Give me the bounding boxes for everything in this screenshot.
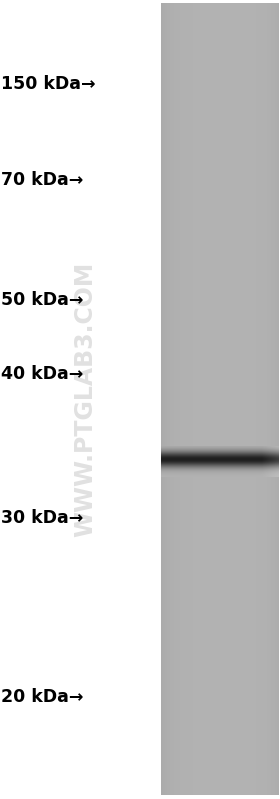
Text: 20 kDa→: 20 kDa→	[1, 688, 84, 706]
Text: 150 kDa→: 150 kDa→	[1, 75, 96, 93]
Text: 50 kDa→: 50 kDa→	[1, 291, 84, 308]
Text: WWW.PTGLAB3.COM: WWW.PTGLAB3.COM	[73, 262, 97, 537]
Text: 70 kDa→: 70 kDa→	[1, 171, 84, 189]
Text: 30 kDa→: 30 kDa→	[1, 509, 84, 527]
Text: 40 kDa→: 40 kDa→	[1, 365, 84, 383]
